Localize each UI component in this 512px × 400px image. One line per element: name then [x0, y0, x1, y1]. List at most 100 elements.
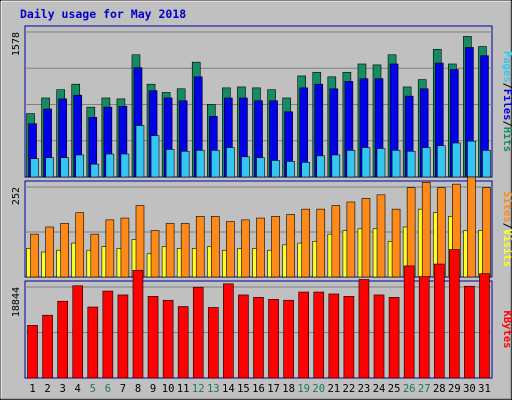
series-label-kbytes: KBytes	[501, 311, 512, 349]
bar-sites-day-28	[436, 187, 446, 278]
label-separator: /	[501, 83, 512, 89]
bar-sites-day-15	[241, 219, 250, 278]
bar-pages-day-2	[45, 157, 54, 178]
bar-pages-day-14	[226, 147, 235, 178]
bar-kbytes-day-26	[403, 265, 415, 379]
series-axis-label: Sites/Visits	[501, 191, 512, 267]
bar-pages-day-6	[105, 153, 115, 178]
bar-kbytes-day-3	[57, 300, 68, 379]
bar-kbytes-day-17	[268, 298, 279, 379]
bar-pages-day-31	[482, 150, 491, 178]
bar-pages-day-18	[286, 161, 295, 178]
y-tick-label: 18844	[11, 287, 22, 317]
x-tick-label-day-12: 12	[192, 383, 205, 395]
panel-hits-files-pages: 1578 Pages/Files/Hits	[11, 25, 512, 178]
x-tick-label-day-27: 27	[418, 383, 431, 395]
bar-kbytes-day-20	[313, 291, 325, 379]
bar-sites-day-16	[256, 217, 265, 278]
bar-sites-day-23	[361, 198, 371, 278]
y-tick-label: 1578	[11, 32, 22, 56]
x-tick-label-day-3: 3	[59, 383, 65, 395]
panel-kbytes: 18844 KBytes	[11, 249, 512, 379]
label-separator: /	[501, 120, 512, 126]
bar-kbytes-day-28	[433, 263, 445, 379]
bar-sites-day-5	[90, 233, 100, 278]
bar-sites-day-9	[150, 230, 160, 278]
bar-sites-day-8	[135, 205, 145, 278]
x-tick-label-day-2: 2	[44, 383, 50, 395]
bar-pages-day-15	[241, 156, 250, 178]
bar-pages-day-26	[406, 150, 416, 178]
x-tick-label-day-21: 21	[327, 383, 340, 395]
y-tick-label: 252	[11, 187, 22, 205]
bar-sites-day-7	[120, 217, 130, 278]
bar-sites-day-17	[271, 215, 280, 278]
bar-pages-day-29	[452, 142, 461, 178]
bar-kbytes-day-18	[283, 299, 294, 379]
bar-pages-day-28	[436, 145, 446, 178]
bar-kbytes-day-7	[117, 294, 129, 379]
x-tick-label-day-19: 19	[297, 383, 310, 395]
bar-kbytes-day-27	[418, 276, 430, 379]
bar-sites-day-2	[45, 226, 54, 278]
bar-kbytes-day-8	[132, 270, 144, 379]
bar-pages-day-16	[256, 157, 265, 178]
bar-pages-day-25	[391, 150, 401, 178]
series-label-files: Files	[501, 89, 512, 121]
bar-sites-day-30	[467, 176, 476, 278]
bar-kbytes-day-19	[298, 291, 309, 379]
bar-kbytes-day-6	[102, 290, 114, 379]
x-tick-label-day-13: 13	[207, 383, 220, 395]
bar-sites-day-31	[482, 187, 491, 278]
x-tick-label-day-14: 14	[222, 383, 235, 395]
bar-kbytes-day-15	[238, 294, 249, 379]
x-tick-label-day-7: 7	[120, 383, 126, 395]
bar-kbytes-day-29	[449, 249, 460, 379]
bar-kbytes-day-9	[147, 296, 159, 379]
bar-kbytes-day-16	[253, 297, 264, 379]
x-tick-label-day-29: 29	[448, 383, 461, 395]
x-tick-label-day-17: 17	[267, 383, 280, 395]
bar-pages-day-19	[301, 161, 310, 178]
bar-sites-day-26	[406, 187, 416, 278]
bar-kbytes-day-4	[72, 285, 84, 379]
bar-sites-day-21	[331, 205, 341, 278]
x-tick-label-day-25: 25	[388, 383, 401, 395]
bar-pages-day-21	[331, 154, 341, 178]
bar-kbytes-day-22	[343, 296, 355, 379]
x-tick-label-day-26: 26	[403, 383, 416, 395]
bar-kbytes-day-25	[388, 297, 400, 379]
bar-sites-day-19	[301, 208, 310, 278]
bar-kbytes-day-31	[479, 273, 490, 379]
x-tick-label-day-23: 23	[358, 383, 371, 395]
bar-sites-day-14	[226, 221, 235, 278]
bar-pages-day-3	[60, 157, 69, 178]
bar-pages-day-27	[421, 147, 431, 178]
bar-pages-day-1	[30, 158, 39, 178]
bar-sites-day-1	[30, 233, 39, 278]
bar-pages-day-17	[271, 160, 280, 178]
x-tick-label-day-6: 6	[105, 383, 111, 395]
bar-sites-day-11	[180, 223, 190, 278]
bar-pages-day-11	[180, 150, 190, 178]
bar-kbytes-day-12	[192, 286, 204, 379]
x-tick-label-day-8: 8	[135, 383, 141, 395]
bar-sites-day-22	[346, 201, 356, 278]
x-tick-label-day-24: 24	[373, 383, 386, 395]
x-tick-label-day-4: 4	[75, 383, 81, 395]
series-axis-label: Pages/Files/Hits	[501, 51, 512, 152]
bar-pages-day-9	[150, 135, 160, 178]
bar-kbytes-day-14	[223, 283, 234, 379]
bar-pages-day-13	[211, 150, 220, 178]
bar-sites-day-10	[165, 223, 175, 278]
bar-kbytes-day-23	[358, 279, 370, 379]
bar-sites-day-24	[376, 194, 386, 278]
bar-kbytes-day-13	[208, 307, 219, 379]
x-tick-label-day-28: 28	[433, 383, 446, 395]
x-tick-label-day-1: 1	[29, 383, 35, 395]
bar-sites-day-18	[286, 214, 295, 278]
x-tick-label-day-18: 18	[282, 383, 295, 395]
bar-pages-day-8	[135, 125, 145, 178]
bar-sites-day-25	[391, 208, 401, 278]
